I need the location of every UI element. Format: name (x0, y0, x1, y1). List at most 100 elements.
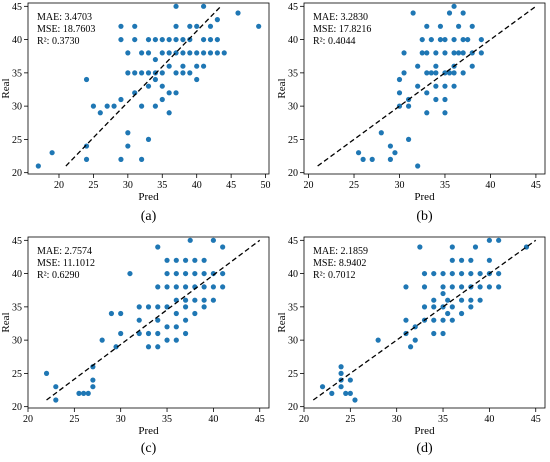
data-point (458, 270, 465, 277)
data-point (412, 337, 418, 343)
data-point (90, 103, 97, 109)
data-point (486, 257, 492, 263)
data-point (49, 150, 55, 156)
data-point (83, 76, 90, 83)
stat-text: MSE: 11.1012 (37, 258, 95, 269)
data-point (194, 63, 200, 69)
y-tick-label: 40 (12, 269, 22, 280)
data-point (164, 270, 170, 277)
y-axis-title: Real (0, 312, 12, 332)
x-tick-label: 25 (345, 414, 355, 425)
data-point (145, 70, 152, 76)
data-point (338, 370, 344, 377)
data-point (449, 317, 455, 323)
data-point (194, 76, 200, 83)
x-tick-label: 45 (226, 180, 236, 191)
y-tick-label: 45 (12, 236, 22, 247)
data-point (442, 36, 448, 43)
data-point (472, 244, 479, 250)
data-point (166, 36, 172, 43)
data-point (468, 304, 474, 310)
data-point (468, 257, 474, 263)
data-point (159, 50, 165, 56)
data-point (155, 344, 161, 350)
data-point (182, 304, 189, 310)
stat-text: MAE: 2.7574 (37, 246, 92, 257)
data-point (152, 56, 158, 63)
stat-text: R²: 0.4044 (313, 36, 355, 47)
data-point (220, 244, 226, 250)
scatter-panel-c: 20 25 30 35 40 45 20 25 30 35 40 45 Pred Real MAE: 2.7… (0, 236, 270, 456)
data-point (431, 270, 437, 277)
x-tick-label: 40 (485, 180, 495, 191)
y-axis-title: Real (276, 78, 288, 98)
data-point (486, 284, 492, 290)
data-point (85, 390, 91, 396)
data-point (139, 70, 145, 76)
data-point (343, 390, 349, 396)
x-tick-label: 40 (208, 414, 218, 425)
x-tick-label: 35 (157, 180, 167, 191)
data-point (456, 23, 462, 29)
data-point (449, 257, 455, 263)
data-point (460, 70, 466, 76)
reference-dashed-line (312, 239, 537, 401)
plot-frame (303, 236, 546, 409)
data-point (417, 244, 423, 250)
y-tick-label: 25 (288, 369, 298, 380)
data-point (468, 270, 474, 277)
data-point (352, 397, 358, 403)
data-point (347, 377, 353, 383)
data-point (53, 384, 59, 390)
stat-text: R²: 0.6290 (37, 270, 79, 281)
data-point (159, 70, 165, 76)
reference-dashed-line (317, 5, 537, 167)
data-point (214, 50, 220, 56)
data-point (478, 36, 484, 43)
data-point (440, 284, 446, 290)
data-point (387, 143, 393, 149)
data-point (347, 390, 353, 396)
y-tick-label: 35 (12, 68, 22, 79)
data-point (164, 324, 170, 330)
data-point (173, 23, 179, 29)
data-point (458, 284, 465, 290)
y-axis-title: Real (0, 78, 12, 98)
data-point (53, 397, 59, 403)
data-point (164, 337, 170, 343)
data-point (424, 110, 430, 116)
data-point (194, 50, 200, 56)
data-point (465, 36, 471, 43)
data-point (446, 70, 453, 76)
data-point (451, 83, 457, 89)
data-point (201, 297, 207, 303)
data-point (166, 50, 172, 56)
data-point (125, 70, 131, 76)
data-point (477, 270, 483, 277)
data-point (445, 310, 451, 317)
data-point (410, 10, 416, 16)
y-tick-label: 25 (12, 135, 22, 146)
data-point (201, 304, 207, 310)
x-tick-label: 30 (394, 180, 404, 191)
data-point (192, 270, 198, 277)
data-point (378, 130, 384, 136)
data-point (166, 110, 172, 116)
data-point (104, 103, 110, 109)
data-point (113, 344, 119, 350)
data-point (419, 36, 425, 43)
data-point (424, 70, 430, 76)
x-tick-label: 35 (438, 414, 448, 425)
data-point (136, 317, 142, 323)
data-point (449, 284, 455, 290)
data-point (43, 370, 50, 377)
data-point (173, 270, 179, 277)
stat-text: MAE: 3.2830 (313, 12, 368, 23)
data-point (446, 10, 453, 16)
x-tick-label: 20 (54, 180, 64, 191)
data-point (396, 76, 403, 83)
data-point (192, 310, 198, 317)
plot-frame (303, 2, 546, 175)
data-point (159, 96, 165, 103)
data-point (159, 36, 165, 43)
